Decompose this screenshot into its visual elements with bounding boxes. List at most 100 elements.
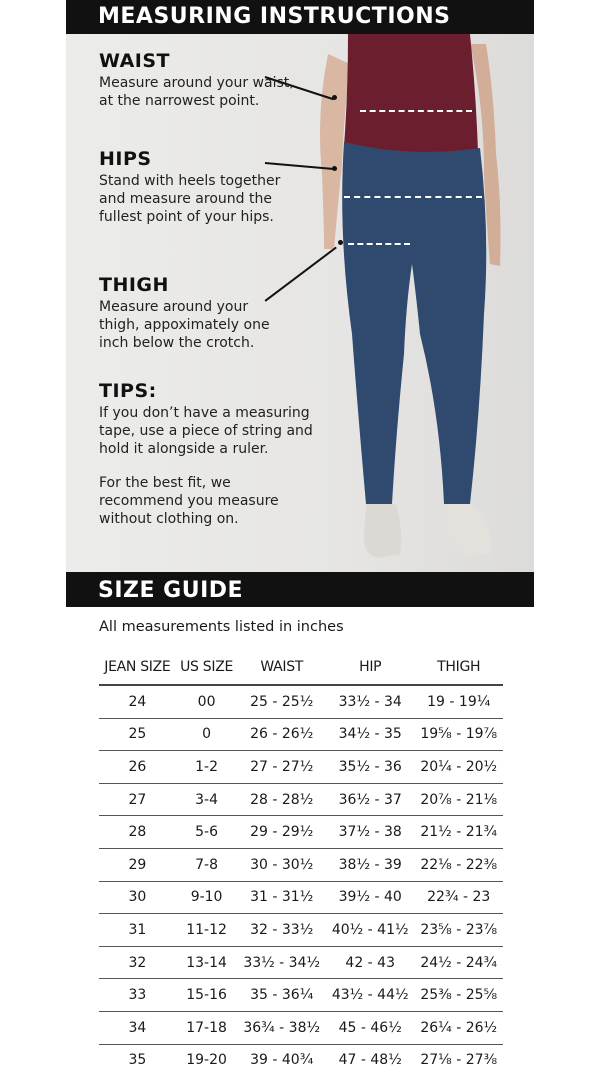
table-row: 30 9-10 31 - 31½ 39½ - 40 22¾ - 23 — [99, 881, 503, 915]
model-figure — [320, 34, 501, 558]
table-cell: 17-18 — [175, 1011, 238, 1045]
size-guide-header: SIZE GUIDE — [66, 572, 534, 607]
table-row: 33 15-16 35 - 36¼ 43½ - 44½ 25⅜ - 25⅝ — [99, 978, 503, 1012]
table-cell: 25 — [99, 718, 176, 752]
column-header: US SIZE — [175, 650, 238, 686]
table-cell: 31 - 31½ — [237, 881, 326, 915]
table-cell: 33½ - 34 — [325, 685, 415, 719]
table-cell: 00 — [175, 685, 238, 719]
table-cell: 22¾ - 23 — [414, 881, 503, 915]
table-cell: 19 - 19¼ — [414, 685, 503, 719]
table-row: 28 5-6 29 - 29½ 37½ - 38 21½ - 21¾ — [99, 815, 503, 849]
waist-section: WAIST Measure around your waist, at the … — [99, 52, 309, 110]
table-cell: 27⅛ - 27⅜ — [420, 1052, 498, 1069]
table-cell: 7-8 — [175, 848, 238, 882]
table-cell: 15-16 — [175, 978, 238, 1012]
table-cell: 25 - 25½ — [237, 685, 326, 719]
table-row: 32 13-14 33½ - 34½ 42 - 43 24½ - 24¾ — [99, 946, 503, 980]
table-cell: 0 — [175, 718, 238, 752]
waist-pointer-dot — [332, 95, 337, 100]
table-cell: 1-2 — [175, 750, 238, 784]
table-cell: 27 - 27½ — [237, 750, 326, 784]
table-cell: 32 — [99, 946, 176, 980]
table-cell: 36¾ - 38½ — [237, 1011, 326, 1045]
table-cell: 27 — [99, 783, 176, 817]
table-cell: 19-20 — [186, 1052, 227, 1069]
table-cell: 3-4 — [175, 783, 238, 817]
table-cell: 37½ - 38 — [325, 815, 415, 849]
tips-text-1: If you don’t have a measuring tape, use … — [99, 405, 313, 457]
measuring-instructions-header: MEASURING INSTRUCTIONS — [66, 0, 534, 34]
column-header: THIGH — [414, 650, 503, 686]
column-header: WAIST — [237, 650, 326, 686]
table-cell: 31 — [99, 913, 176, 947]
table-cell: 20⅞ - 21⅛ — [414, 783, 503, 817]
table-cell: 29 — [99, 848, 176, 882]
table-cell: 39½ - 40 — [325, 881, 415, 915]
measurement-note: All measurements listed in inches — [99, 619, 344, 635]
table-cell: 47 - 48½ — [338, 1052, 402, 1069]
table-cell: 45 - 46½ — [325, 1011, 415, 1045]
table-cell: 24 — [99, 685, 176, 719]
table-cell: 26¼ - 26½ — [414, 1011, 503, 1045]
table-cell: 33 — [99, 978, 176, 1012]
table-cell: 39 - 40¾ — [250, 1052, 314, 1069]
table-cell: 40½ - 41½ — [325, 913, 415, 947]
table-cell: 26 - 26½ — [237, 718, 326, 752]
model-photo: WAIST Measure around your waist, at the … — [66, 34, 534, 572]
table-cell: 42 - 43 — [325, 946, 415, 980]
table-cell: 34 — [99, 1011, 176, 1045]
table-row: 31 11-12 32 - 33½ 40½ - 41½ 23⅝ - 23⅞ — [99, 913, 503, 947]
thigh-measure-line — [348, 243, 410, 245]
table-row: 34 17-18 36¾ - 38½ 45 - 46½ 26¼ - 26½ — [99, 1011, 503, 1045]
size-table: JEAN SIZE US SIZE WAIST HIP THIGH 24 00 25 - 2… — [99, 650, 503, 1076]
table-row: 27 3-4 28 - 28½ 36½ - 37 20⅞ - 21⅛ — [99, 783, 503, 817]
table-cell: 35 — [128, 1052, 147, 1069]
table-cell: 38½ - 39 — [325, 848, 415, 882]
waist-measure-line — [360, 110, 472, 112]
table-cell: 28 — [99, 815, 176, 849]
table-row: 24 00 25 - 25½ 33½ - 34 19 - 19¼ — [99, 685, 503, 719]
table-cell: 20¼ - 20½ — [414, 750, 503, 784]
table-cell: 30 — [99, 881, 176, 915]
table-cell: 25⅜ - 25⅝ — [414, 978, 503, 1012]
thigh-heading: THIGH — [99, 274, 169, 296]
thigh-section: THIGH Measure around your thigh, appoxim… — [99, 276, 289, 352]
table-cell: 26 — [99, 750, 176, 784]
table-row: 25 0 26 - 26½ 34½ - 35 19⅝ - 19⅞ — [99, 718, 503, 752]
table-cell: 24½ - 24¾ — [414, 946, 503, 980]
table-cell: 33½ - 34½ — [237, 946, 326, 980]
hips-text: Stand with heels together and measure ar… — [99, 173, 281, 225]
thigh-text: Measure around your thigh, appoximately … — [99, 299, 270, 351]
table-cell: 29 - 29½ — [237, 815, 326, 849]
table-cell: 22⅛ - 22⅜ — [414, 848, 503, 882]
table-cell: 35 - 36¼ — [237, 978, 326, 1012]
table-row: 35 19-20 39 - 40¾ 47 - 48½ 27⅛ - 27⅜ — [99, 1044, 503, 1076]
hips-measure-line — [344, 196, 482, 198]
table-cell: 35½ - 36 — [325, 750, 415, 784]
hips-section: HIPS Stand with heels together and measu… — [99, 150, 289, 226]
hips-heading: HIPS — [99, 148, 152, 170]
tips-section: TIPS: If you don’t have a measuring tape… — [99, 382, 314, 528]
table-cell: 32 - 33½ — [237, 913, 326, 947]
table-cell: 30 - 30½ — [237, 848, 326, 882]
table-row: 26 1-2 27 - 27½ 35½ - 36 20¼ - 20½ — [99, 750, 503, 784]
table-cell: 34½ - 35 — [325, 718, 415, 752]
tips-heading: TIPS: — [99, 380, 157, 402]
table-cell: 13-14 — [175, 946, 238, 980]
table-row: 29 7-8 30 - 30½ 38½ - 39 22⅛ - 22⅜ — [99, 848, 503, 882]
thigh-pointer-dot — [338, 240, 343, 245]
hips-pointer-dot — [332, 166, 337, 171]
table-cell: 28 - 28½ — [237, 783, 326, 817]
waist-text: Measure around your waist, at the narrow… — [99, 75, 294, 109]
table-header-row: JEAN SIZE US SIZE WAIST HIP THIGH — [99, 650, 503, 686]
table-cell: 23⅝ - 23⅞ — [414, 913, 503, 947]
table-cell: 36½ - 37 — [325, 783, 415, 817]
tips-text-2: For the best fit, we recommend you measu… — [99, 475, 279, 527]
table-cell: 43½ - 44½ — [325, 978, 415, 1012]
table-cell: 19⅝ - 19⅞ — [414, 718, 503, 752]
waist-heading: WAIST — [99, 50, 171, 72]
table-cell: 5-6 — [175, 815, 238, 849]
column-header: JEAN SIZE — [99, 650, 176, 686]
table-cell: 11-12 — [175, 913, 238, 947]
